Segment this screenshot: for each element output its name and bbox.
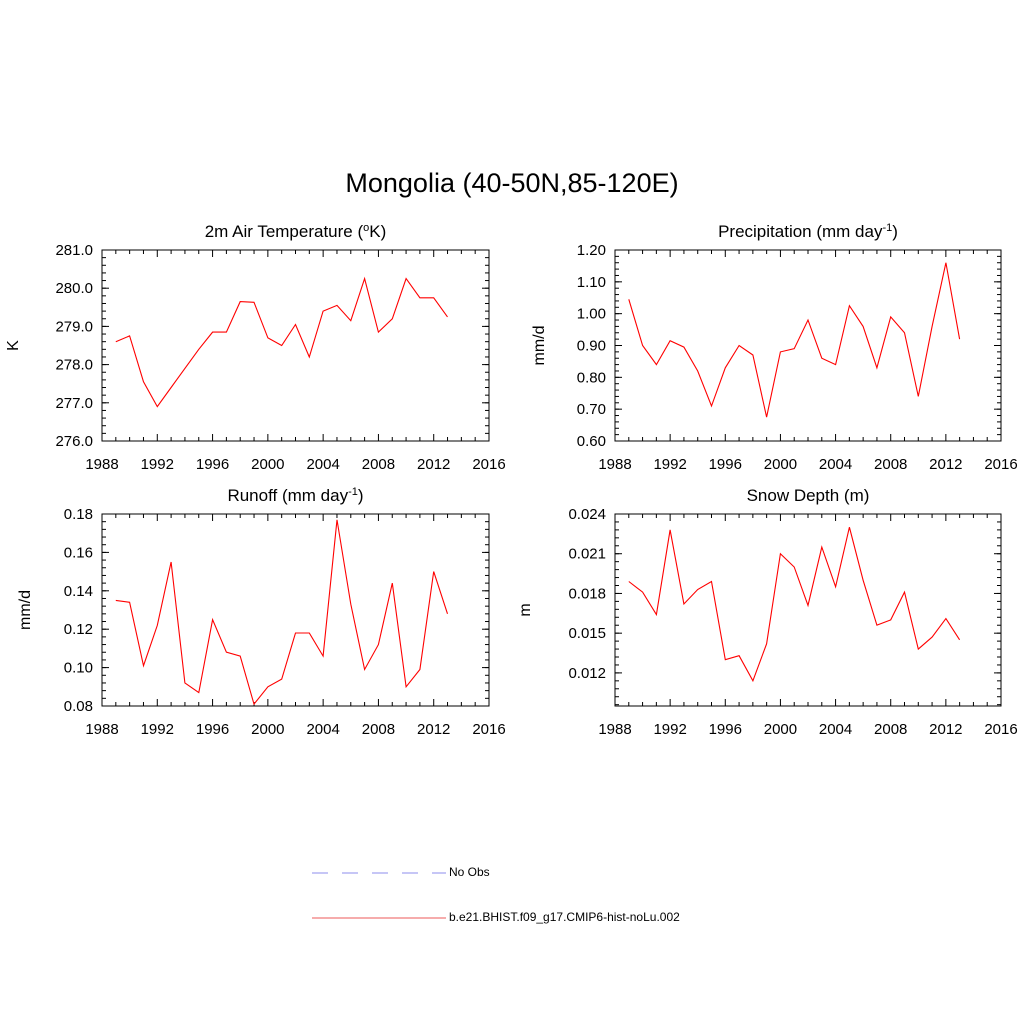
panel-title-superscript-unit: -1: [882, 222, 892, 234]
y-tick-label: 0.70: [577, 401, 606, 418]
y-tick-label: 0.16: [64, 544, 93, 561]
x-tick-label: 1992: [653, 456, 686, 473]
x-tick-label: 2008: [874, 456, 907, 473]
x-tick-label: 2000: [764, 456, 797, 473]
y-tick-label: 0.80: [577, 369, 606, 386]
x-tick-label: 2004: [306, 721, 339, 738]
x-tick-label: 2016: [984, 456, 1017, 473]
x-tick-label: 2008: [874, 721, 907, 738]
x-tick-label: 1996: [709, 456, 742, 473]
x-tick-label: 2008: [362, 721, 395, 738]
x-tick-label: 2000: [764, 721, 797, 738]
x-tick-label: 1988: [598, 721, 631, 738]
x-tick-label: 1988: [85, 721, 118, 738]
panel-title-tail: ): [892, 222, 898, 241]
panel-title-text: Snow Depth (m): [747, 486, 870, 505]
x-tick-label: 2000: [251, 456, 284, 473]
panel-title: Precipitation (mm day-1): [718, 222, 898, 241]
x-tick-label: 1996: [196, 456, 229, 473]
panel-title-text-cont: K): [369, 222, 386, 241]
x-tick-label: 1988: [85, 456, 118, 473]
y-tick-label: 276.0: [55, 433, 93, 450]
panel-1: 1988 1992 1996 2000 2004 2008 2012 2016 276.0 277…: [5, 222, 506, 473]
x-tick-label: 2016: [472, 721, 505, 738]
panel-title-text: Runoff (mm day: [227, 486, 348, 505]
y-tick-label: 0.60: [577, 433, 606, 450]
legend: [312, 872, 446, 919]
series-line: [115, 276, 448, 408]
y-tick-label: 281.0: [55, 242, 93, 259]
y-tick-label: 278.0: [55, 357, 93, 374]
y-axis-label: mm/d: [531, 326, 548, 366]
plot-frame: [614, 249, 1002, 442]
x-tick-label: 1992: [653, 721, 686, 738]
y-tick-label: 280.0: [55, 280, 93, 297]
x-tick-label: 2016: [472, 456, 505, 473]
y-tick-label: 279.0: [55, 318, 93, 335]
x-tick-label: 2012: [929, 456, 962, 473]
y-axis-label: K: [5, 340, 22, 351]
y-tick-label: 0.015: [568, 625, 606, 642]
y-tick-label: 1.10: [577, 274, 606, 291]
y-tick-label: 0.012: [568, 665, 606, 682]
series-line: [628, 262, 961, 418]
legend-label-model-run: b.e21.BHIST.f09_g17.CMIP6-hist-noLu.002: [449, 910, 680, 924]
x-tick-label: 2004: [819, 456, 852, 473]
plot-frame: [101, 249, 490, 442]
panel-title: Snow Depth (m): [747, 486, 870, 505]
y-axis-label: mm/d: [17, 590, 34, 630]
x-tick-label: 2012: [417, 721, 450, 738]
y-tick-label: 0.12: [64, 621, 93, 638]
series-line: [115, 519, 449, 706]
panel-title-text: 2m Air Temperature (: [205, 222, 364, 241]
y-tick-label: 0.14: [64, 583, 93, 600]
y-tick-label: 1.20: [577, 242, 606, 259]
y-tick-label: 277.0: [55, 395, 93, 412]
x-tick-label: 2004: [819, 721, 852, 738]
legend-label-no-obs: No Obs: [449, 865, 490, 879]
plot-frame: [101, 513, 490, 707]
y-tick-label: 0.024: [568, 506, 606, 523]
x-tick-label: 1988: [598, 456, 631, 473]
x-tick-label: 2012: [929, 721, 962, 738]
y-tick-label: 0.10: [64, 660, 93, 677]
panel-title-superscript: o: [363, 222, 369, 234]
panel-title-tail: ): [358, 486, 364, 505]
panel-2: 1988 1992 1996 2000 2004 2008 2012 2016 0.60 0.70…: [531, 222, 1018, 473]
y-tick-label: 0.08: [64, 698, 93, 715]
x-tick-label: 1992: [141, 456, 174, 473]
panel-title: Runoff (mm day-1): [227, 486, 363, 505]
y-axis-label: m: [517, 603, 534, 616]
x-tick-label: 1996: [196, 721, 229, 738]
y-tick-label: 1.00: [577, 306, 606, 323]
figure-title: Mongolia (40-50N,85-120E): [345, 168, 679, 198]
y-tick-label: 0.018: [568, 585, 606, 602]
x-tick-label: 2004: [306, 456, 339, 473]
panel-title-text: Precipitation (mm day: [718, 222, 883, 241]
series-line: [628, 527, 961, 683]
panel-3: 1988 1992 1996 2000 2004 2008 2012 2016 0.08 0.10…: [17, 486, 506, 738]
x-tick-label: 2016: [984, 721, 1017, 738]
y-tick-label: 0.90: [577, 338, 606, 355]
x-tick-label: 2012: [417, 456, 450, 473]
x-tick-label: 2008: [362, 456, 395, 473]
panel-4: 1988 1992 1996 2000 2004 2008 2012 2016 0.012 0.0…: [517, 486, 1018, 738]
panel-title-superscript-unit: -1: [348, 486, 358, 498]
x-tick-label: 2000: [251, 721, 284, 738]
y-tick-label: 0.18: [64, 506, 93, 523]
y-tick-label: 0.021: [568, 546, 606, 563]
x-tick-label: 1996: [709, 721, 742, 738]
panel-title: 2m Air Temperature (oK): [205, 222, 387, 241]
x-tick-label: 1992: [141, 721, 174, 738]
